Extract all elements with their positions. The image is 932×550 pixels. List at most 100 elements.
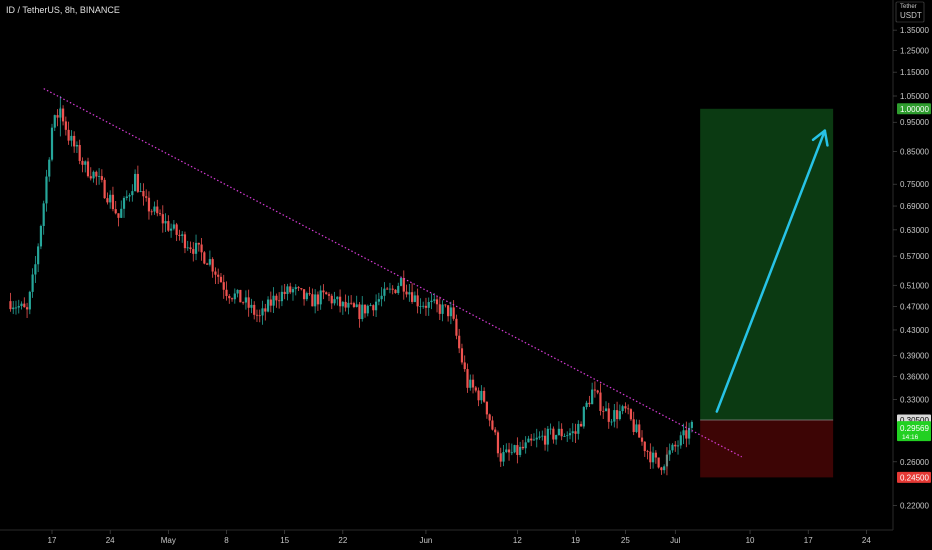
candle <box>593 381 597 398</box>
candle <box>411 283 414 304</box>
candle <box>175 222 178 242</box>
candle <box>89 167 92 181</box>
candle <box>14 300 18 315</box>
candle <box>577 420 580 440</box>
candle <box>624 402 627 413</box>
candle <box>460 343 464 365</box>
candle <box>150 209 153 216</box>
candle <box>344 294 347 312</box>
candle <box>219 273 223 283</box>
candle <box>663 464 666 474</box>
time-tick-label: 24 <box>862 536 871 545</box>
candle <box>81 157 84 173</box>
candle <box>73 131 76 153</box>
candle <box>269 291 272 313</box>
candle <box>186 240 189 251</box>
time-tick-label: 15 <box>280 536 289 545</box>
candle <box>566 431 569 442</box>
candle <box>507 442 511 461</box>
candle <box>206 262 209 265</box>
candle <box>95 170 98 186</box>
candle <box>230 297 234 302</box>
candle <box>419 298 422 314</box>
price-axis[interactable]: 1.35000 1.25000 1.15000 1.05000 0.95000 0.850… <box>893 26 929 511</box>
candle <box>244 290 247 310</box>
candle <box>574 423 577 443</box>
candle <box>449 301 452 325</box>
candle <box>253 301 256 320</box>
candle <box>322 284 325 300</box>
candle <box>369 303 372 307</box>
candle <box>225 281 228 301</box>
candle <box>560 423 563 441</box>
candle <box>685 421 688 448</box>
candle <box>646 449 649 460</box>
candle <box>361 296 364 322</box>
candle <box>103 177 106 199</box>
candle <box>50 123 54 162</box>
candle <box>178 229 181 241</box>
candle <box>380 287 383 307</box>
candle <box>261 300 264 325</box>
candle <box>676 440 680 455</box>
candle <box>125 190 128 201</box>
candle <box>555 434 558 445</box>
candle <box>599 383 602 416</box>
time-axis[interactable]: 17 24 May 8 15 22 Jun 12 19 25 Jul 10 17 24 <box>48 530 872 545</box>
candle <box>233 288 236 304</box>
candle <box>39 224 43 250</box>
candle <box>158 209 162 216</box>
candle <box>563 433 566 437</box>
candle <box>291 286 295 301</box>
candle <box>222 274 225 299</box>
candle <box>67 121 70 145</box>
candle <box>255 309 259 323</box>
candle <box>649 443 652 469</box>
candle <box>142 183 145 206</box>
time-tick-label: 25 <box>621 536 630 545</box>
price-tick-label: 1.35000 <box>900 26 929 35</box>
candle <box>394 289 397 294</box>
candle <box>78 139 81 165</box>
candle <box>615 401 619 429</box>
candle <box>488 413 491 427</box>
position-zones <box>700 108 834 478</box>
candle <box>333 291 336 306</box>
candle <box>308 286 311 296</box>
candle <box>172 220 175 231</box>
candle <box>377 292 380 306</box>
candle <box>516 437 519 464</box>
candle <box>61 105 65 126</box>
candle <box>638 419 641 438</box>
candle <box>358 302 361 328</box>
candle <box>145 189 148 202</box>
candle <box>275 293 278 308</box>
candle <box>627 404 630 415</box>
candle <box>236 289 239 298</box>
candle <box>12 300 15 315</box>
time-tick-label: Jun <box>419 536 432 545</box>
currency-label[interactable]: Tether USDT <box>895 1 925 23</box>
candle <box>596 389 599 395</box>
candle <box>156 199 159 217</box>
candle <box>510 443 513 456</box>
symbol-title[interactable]: ID / TetherUS, 8h, BINANCE <box>6 5 120 15</box>
candle <box>183 231 187 254</box>
candle <box>120 200 123 219</box>
bullish-arrow[interactable] <box>715 129 829 413</box>
candle <box>408 283 411 302</box>
price-tick-label: 0.26000 <box>900 458 929 467</box>
candle <box>447 305 450 322</box>
candle <box>56 109 59 127</box>
candle <box>416 288 419 314</box>
price-tick-label: 0.47000 <box>900 303 929 312</box>
candle <box>302 289 306 306</box>
candle <box>75 141 79 154</box>
candle <box>97 168 101 185</box>
svg-text:USDT: USDT <box>900 11 922 20</box>
candle <box>585 400 588 410</box>
candle <box>591 382 594 405</box>
